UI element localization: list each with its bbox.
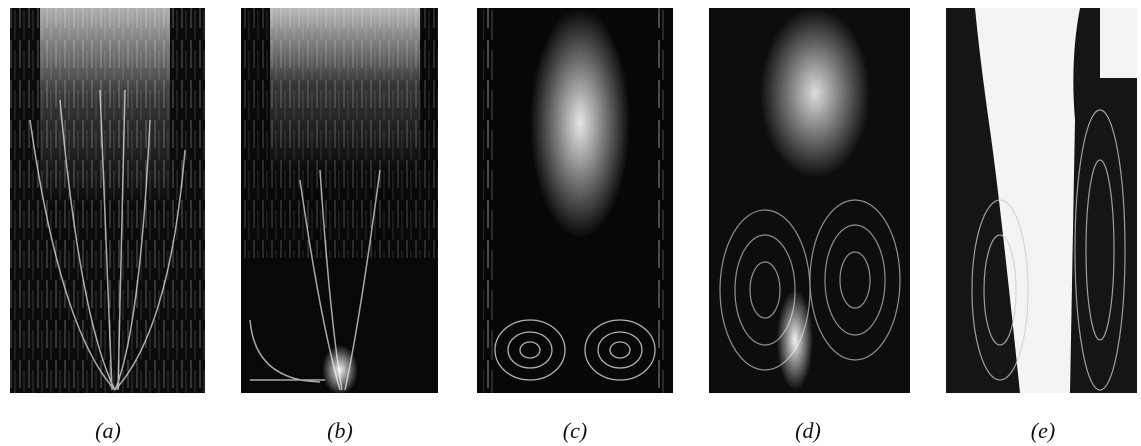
panel-a xyxy=(10,8,205,393)
panel-c xyxy=(477,8,673,393)
panel-label: (a) xyxy=(95,418,121,443)
panel-label: (d) xyxy=(795,418,821,443)
panel-label: (b) xyxy=(327,418,353,443)
panel-b xyxy=(241,8,438,395)
panel-e xyxy=(946,8,1137,393)
panel-label: (e) xyxy=(1031,418,1055,443)
panel-d xyxy=(709,8,910,393)
panel-label: (c) xyxy=(563,418,587,443)
